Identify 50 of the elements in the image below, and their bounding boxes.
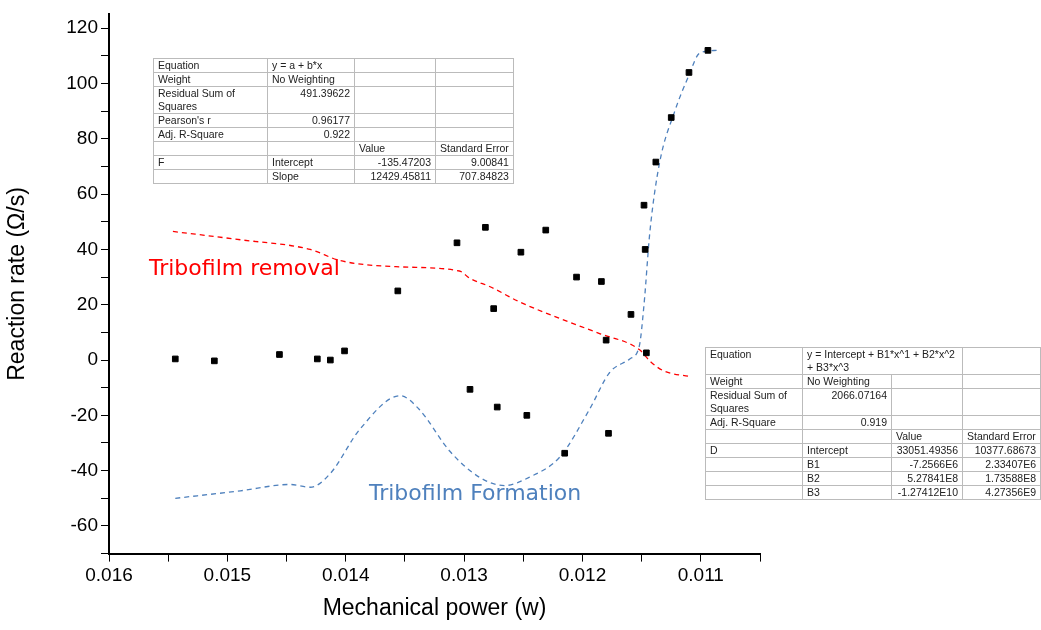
y-tick-label: 100	[66, 71, 98, 93]
point	[561, 449, 569, 457]
point	[627, 311, 635, 318]
point	[313, 355, 321, 363]
point	[640, 201, 648, 209]
x-tick-label: 0.013	[440, 564, 488, 586]
point	[652, 158, 660, 166]
point	[493, 403, 501, 411]
x-tick-label: 0.011	[677, 564, 724, 586]
point	[490, 305, 498, 312]
text: Equation y = a + b*x Weight No Weighting Residual Sum of Squares 491.39622 Pearson's r 0.96177 Adj. R-Square 0.922 Value Standard Error F Intercept -135.47203 9.00841 Slope 12429.45811 707.84823	[158, 59, 509, 182]
point	[605, 429, 612, 437]
point	[211, 357, 218, 365]
text: Equation y = Intercept + B1*x^1 + B2*x^2 + B3*x^3 Weight No Weighting Residual Sum of Squares 2066.07164 Adj. R-Square 0.919 Value Standard Error D Intercept 33051.49356 10377.68673 B1 -7.2566E6 2.33407E6 B2 5.27841E8 1.73588E8 B3 -1.27412E10 4.27356E9	[710, 348, 1036, 498]
y-tick-label: 80	[76, 127, 98, 149]
point	[667, 114, 675, 121]
point	[394, 287, 402, 295]
point	[327, 356, 334, 364]
point	[643, 349, 650, 357]
y-tick-label: 120	[66, 16, 98, 38]
y-tick-label: -60	[70, 514, 98, 536]
x-tick-label: 0.016	[85, 564, 133, 586]
y-tick-label: -40	[70, 458, 98, 480]
x-axis-title: Mechanical power (w)	[322, 593, 547, 620]
y-tick-label: 0	[87, 348, 98, 370]
y-tick-label: 40	[76, 237, 98, 259]
point	[482, 223, 489, 231]
point	[523, 412, 531, 419]
x-tick-label: 0.015	[203, 564, 252, 586]
series-label: Tribofilm Formation	[368, 480, 582, 506]
x-tick-label: 0.012	[558, 564, 607, 586]
point	[341, 347, 348, 355]
point	[602, 336, 610, 344]
point	[685, 69, 693, 76]
y-tick-label: 20	[76, 292, 98, 314]
y-tick-label: 60	[76, 182, 98, 204]
point	[276, 351, 283, 358]
point	[453, 239, 461, 247]
point	[171, 355, 179, 363]
point	[466, 386, 474, 393]
series-label: Tribofilm removal	[148, 255, 340, 281]
point	[517, 248, 525, 256]
point	[542, 226, 550, 234]
point	[704, 47, 712, 54]
y-axis-title: Reaction rate (Ω/s)	[3, 187, 30, 381]
y-tick-label: -20	[70, 403, 98, 425]
point	[641, 246, 649, 253]
point	[573, 273, 580, 281]
x-tick-label: 0.014	[321, 564, 370, 586]
point	[598, 278, 605, 285]
